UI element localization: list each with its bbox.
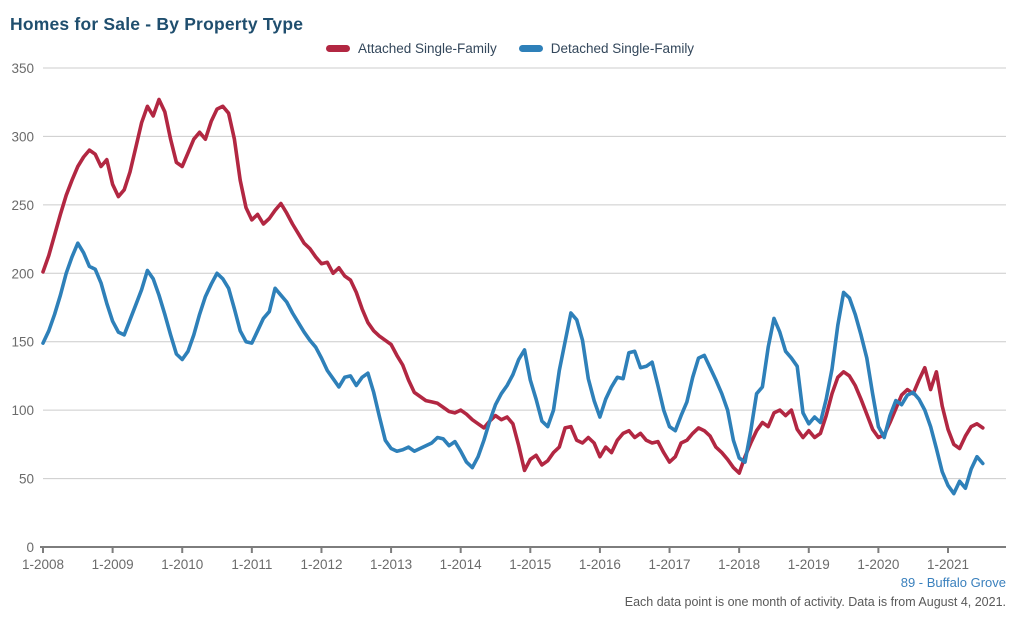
detached-series-swatch-icon bbox=[518, 45, 543, 52]
y-axis-label-350: 350 bbox=[11, 61, 34, 76]
y-axis-label-250: 250 bbox=[11, 198, 34, 213]
y-axis-label-50: 50 bbox=[19, 472, 34, 487]
legend: Attached Single-Family Detached Single-F… bbox=[0, 41, 1020, 56]
x-axis-label-1-2008: 1-2008 bbox=[22, 557, 64, 572]
page-title: Homes for Sale - By Property Type bbox=[10, 14, 304, 34]
x-axis-label-1-2017: 1-2017 bbox=[649, 557, 691, 572]
y-axis-label-150: 150 bbox=[11, 335, 34, 350]
x-axis-label-1-2011: 1-2011 bbox=[231, 557, 272, 572]
y-axis-label-300: 300 bbox=[11, 129, 34, 144]
y-axis-label-0: 0 bbox=[26, 540, 34, 555]
x-axis-label-1-2018: 1-2018 bbox=[718, 557, 760, 572]
legend-label-detached: Detached Single-Family bbox=[550, 41, 695, 56]
x-axis-label-1-2012: 1-2012 bbox=[300, 557, 342, 572]
x-axis-label-1-2010: 1-2010 bbox=[161, 557, 203, 572]
data-source-note: Each data point is one month of activity… bbox=[624, 595, 1006, 609]
x-axis-label-1-2020: 1-2020 bbox=[857, 557, 899, 572]
x-axis-label-1-2013: 1-2013 bbox=[370, 557, 412, 572]
y-axis-label-200: 200 bbox=[11, 266, 34, 281]
y-axis-label-100: 100 bbox=[11, 403, 34, 418]
x-axis-label-1-2009: 1-2009 bbox=[92, 557, 134, 572]
legend-label-attached: Attached Single-Family bbox=[357, 41, 497, 56]
x-axis-label-1-2016: 1-2016 bbox=[579, 557, 621, 572]
legend-item-attached[interactable]: Attached Single-Family bbox=[325, 41, 497, 56]
x-axis-label-1-2019: 1-2019 bbox=[788, 557, 830, 572]
attribution-link[interactable]: 89 - Buffalo Grove bbox=[900, 575, 1006, 590]
x-axis-label-1-2014: 1-2014 bbox=[440, 557, 483, 572]
series-line-detached-single-family[interactable] bbox=[41, 241, 985, 496]
series-line-attached-single-family[interactable] bbox=[41, 97, 985, 475]
x-axis-label-1-2015: 1-2015 bbox=[509, 557, 551, 572]
legend-item-detached[interactable]: Detached Single-Family bbox=[518, 41, 695, 56]
attached-series-swatch-icon bbox=[325, 45, 350, 52]
x-axis-label-1-2021: 1-2021 bbox=[927, 557, 969, 572]
